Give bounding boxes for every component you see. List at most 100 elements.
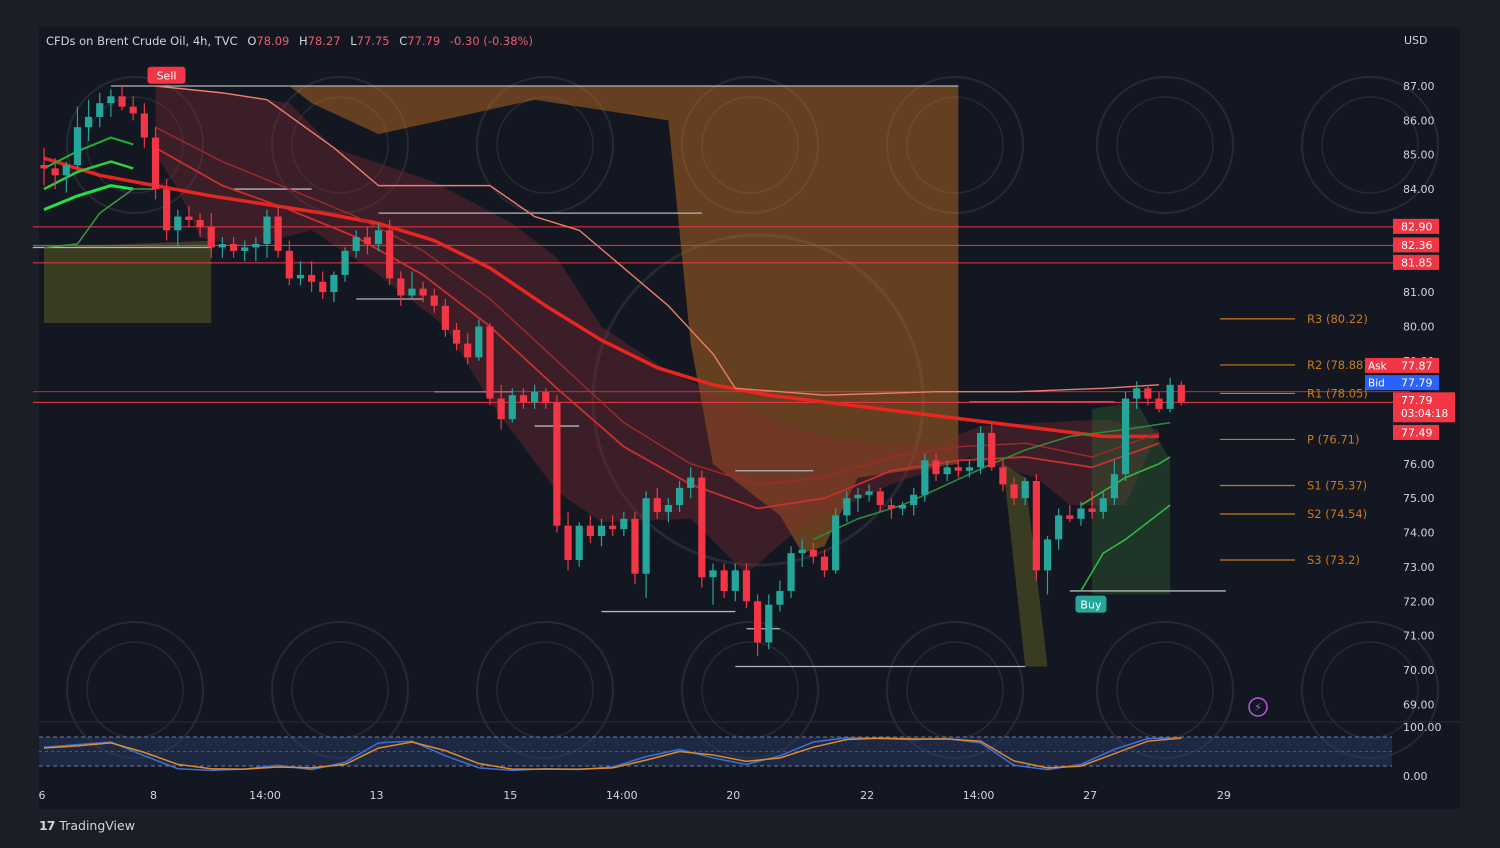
candle-body[interactable] — [932, 460, 940, 475]
candle-body[interactable] — [241, 247, 249, 251]
candle-body[interactable] — [330, 274, 338, 293]
candle-body[interactable] — [497, 398, 505, 420]
candle-body[interactable] — [687, 477, 695, 488]
candle-body[interactable] — [107, 96, 115, 104]
candle-body[interactable] — [296, 274, 305, 279]
candle-body[interactable] — [519, 395, 528, 403]
candle-body[interactable] — [62, 165, 70, 176]
candle-body[interactable] — [341, 250, 349, 275]
candle-body[interactable] — [865, 491, 873, 495]
candle-body[interactable] — [898, 505, 907, 509]
candle-body[interactable] — [486, 326, 494, 399]
candle-body[interactable] — [229, 244, 238, 251]
lightning-icon[interactable] — [1248, 697, 1268, 717]
candle-body[interactable] — [531, 391, 539, 403]
candle-body[interactable] — [553, 402, 561, 526]
candle-body[interactable] — [73, 127, 82, 166]
candle-body[interactable] — [832, 515, 840, 571]
candle-body[interactable] — [508, 395, 516, 420]
candle-body[interactable] — [720, 570, 728, 591]
candle-body[interactable] — [40, 165, 48, 169]
price-tag[interactable] — [1393, 237, 1439, 253]
candle-body[interactable] — [977, 432, 985, 468]
candle-body[interactable] — [51, 168, 59, 176]
candle-body[interactable] — [1043, 539, 1052, 571]
candle-body[interactable] — [196, 219, 204, 227]
currency-label[interactable]: USD — [1404, 34, 1428, 47]
candle-body[interactable] — [408, 288, 416, 296]
candle-body[interactable] — [1077, 508, 1085, 519]
candle-body[interactable] — [1110, 474, 1118, 499]
candle-body[interactable] — [174, 216, 182, 231]
price-tag[interactable] — [1393, 218, 1439, 234]
candle-body[interactable] — [742, 570, 751, 602]
candle-body[interactable] — [765, 604, 773, 643]
candle-body[interactable] — [609, 525, 617, 530]
candle-body[interactable] — [363, 237, 371, 245]
candle-body[interactable] — [698, 477, 706, 578]
candle-body[interactable] — [1010, 484, 1018, 499]
candle-body[interactable] — [910, 494, 918, 506]
candle-body[interactable] — [597, 525, 606, 536]
candle-body[interactable] — [185, 216, 193, 220]
candle-body[interactable] — [1055, 515, 1063, 540]
candle-body[interactable] — [1099, 498, 1107, 512]
candle-body[interactable] — [664, 505, 672, 512]
candle-body[interactable] — [887, 505, 895, 509]
candle-body[interactable] — [419, 288, 427, 296]
candle-body[interactable] — [653, 498, 661, 512]
candle-body[interactable] — [129, 106, 137, 114]
candle-body[interactable] — [386, 230, 394, 279]
candle-body[interactable] — [954, 467, 962, 471]
candle-body[interactable] — [999, 467, 1007, 485]
symbol-header[interactable]: CFDs on Brent Crude Oil, 4h, TVC O78.09 … — [46, 34, 533, 48]
candle-body[interactable] — [843, 498, 851, 516]
price-tag[interactable] — [1393, 392, 1455, 423]
signal-buy-badge[interactable] — [1075, 595, 1107, 613]
candle-body[interactable] — [1021, 481, 1029, 499]
candle-body[interactable] — [787, 553, 795, 591]
candle-body[interactable] — [274, 216, 282, 251]
candle-body[interactable] — [1144, 388, 1152, 399]
candle-body[interactable] — [319, 281, 327, 293]
candle-body[interactable] — [252, 244, 260, 248]
candle-body[interactable] — [1032, 481, 1040, 571]
candle-body[interactable] — [118, 96, 126, 107]
candle-body[interactable] — [1177, 384, 1185, 403]
candle-body[interactable] — [441, 305, 449, 330]
candle-body[interactable] — [988, 432, 996, 468]
candle-body[interactable] — [352, 237, 360, 251]
candle-body[interactable] — [285, 250, 293, 279]
candle-body[interactable] — [586, 525, 594, 536]
candle-body[interactable] — [776, 590, 784, 605]
candle-body[interactable] — [809, 549, 817, 557]
candle-body[interactable] — [631, 518, 639, 574]
candle-body[interactable] — [1155, 398, 1163, 409]
price-tag[interactable] — [1393, 254, 1439, 270]
signal-sell-badge[interactable] — [147, 66, 186, 84]
price-tag[interactable] — [1393, 357, 1439, 373]
candle-body[interactable] — [965, 467, 974, 471]
candle-body[interactable] — [1166, 384, 1174, 409]
candle-body[interactable] — [475, 326, 483, 358]
candle-body[interactable] — [452, 329, 461, 344]
candle-body[interactable] — [575, 525, 583, 561]
candle-body[interactable] — [374, 230, 383, 245]
candle-body[interactable] — [96, 103, 104, 117]
candle-body[interactable] — [464, 343, 472, 358]
candle-body[interactable] — [1088, 508, 1096, 512]
candle-body[interactable] — [642, 498, 650, 574]
candle-body[interactable] — [85, 116, 93, 128]
candle-body[interactable] — [140, 113, 148, 138]
candle-body[interactable] — [620, 518, 628, 530]
candle-body[interactable] — [798, 549, 806, 554]
tradingview-logo[interactable]: 17 TradingView — [39, 818, 135, 833]
candle-body[interactable] — [675, 487, 684, 506]
candle-body[interactable] — [943, 467, 951, 475]
price-tag[interactable] — [1393, 424, 1439, 440]
price-tag[interactable] — [1393, 375, 1439, 391]
candle-body[interactable] — [754, 601, 762, 643]
candle-body[interactable] — [564, 525, 572, 561]
candle-body[interactable] — [921, 460, 929, 495]
candle-body[interactable] — [542, 391, 550, 403]
